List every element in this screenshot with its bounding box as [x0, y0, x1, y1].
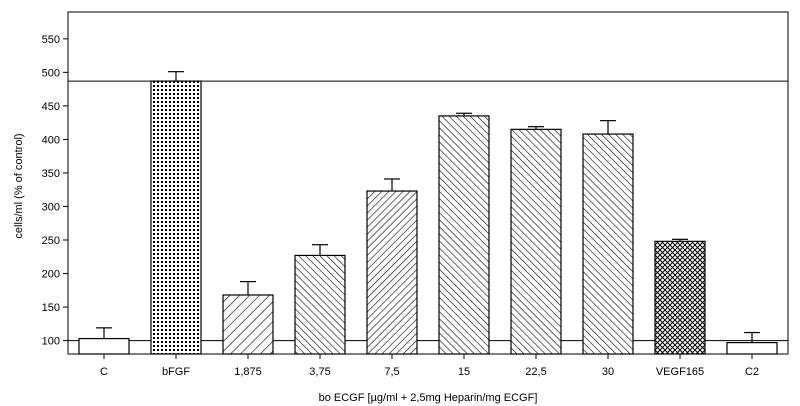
y-tick-label-0: 100 [42, 336, 60, 348]
bar-1 [150, 80, 202, 355]
bar-3 [294, 254, 346, 355]
y-axis-title: cells/ml (% of control) [13, 133, 25, 238]
x-axis-title: bo ECGF [µg/ml + 2,5mg Heparin/mg ECGF] [319, 392, 538, 404]
x-tick-label-7: 30 [602, 366, 614, 378]
bar-0 [78, 337, 130, 355]
bar-2 [222, 294, 274, 355]
x-tick-label-1: bFGF [162, 366, 190, 378]
bar-9 [726, 342, 778, 355]
x-tick-label-2: 1,875 [234, 366, 262, 378]
y-tick-label-7: 450 [42, 101, 60, 113]
y-tick-label-8: 500 [42, 67, 60, 79]
y-tick-label-5: 350 [42, 168, 60, 180]
y-tick-label-9: 550 [42, 34, 60, 46]
bar-4 [366, 190, 418, 355]
x-tick-label-6: 22,5 [525, 366, 546, 378]
y-tick-label-6: 400 [42, 134, 60, 146]
plot-frame [67, 11, 789, 355]
x-tick-label-3: 3,75 [309, 366, 330, 378]
bar-7 [582, 133, 634, 355]
bar-8 [654, 240, 706, 355]
y-tick-label-2: 200 [42, 269, 60, 281]
y-tick-label-4: 300 [42, 201, 60, 213]
x-tick-label-8: VEGF165 [656, 366, 704, 378]
x-tick-label-0: C [100, 366, 108, 378]
x-tick-label-9: C2 [745, 366, 759, 378]
x-tick-label-5: 15 [458, 366, 470, 378]
x-tick-label-4: 7,5 [384, 366, 399, 378]
bar-6 [510, 128, 562, 355]
bar-5 [438, 115, 490, 355]
y-tick-label-3: 250 [42, 235, 60, 247]
y-tick-label-1: 150 [42, 302, 60, 314]
